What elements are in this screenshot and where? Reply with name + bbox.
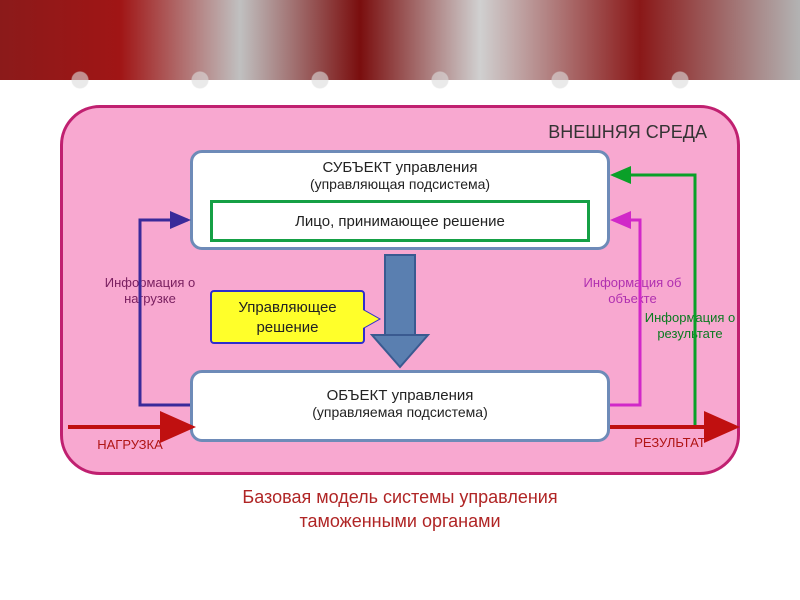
object-node: ОБЪЕКТ управления (управляемая подсистем… <box>190 370 610 442</box>
decision-maker-node: Лицо, принимающее решение <box>210 200 590 242</box>
object-info-label: Информация об объекте <box>575 275 690 306</box>
environment-label: ВНЕШНЯЯ СРЕДА <box>548 122 707 143</box>
object-subtitle: (управляемая подсистема) <box>193 404 607 420</box>
result-label: РЕЗУЛЬТАТ <box>620 435 720 451</box>
control-decision-callout: Управляющее решение <box>210 290 365 344</box>
load-label: НАГРУЗКА <box>85 437 175 453</box>
caption-line1: Базовая модель системы управления <box>242 487 557 507</box>
load-info-label: Информация о нагрузке <box>95 275 205 306</box>
subject-title: СУБЪЕКТ управления <box>193 153 607 176</box>
result-info-label: Информация о результате <box>635 310 745 341</box>
diagram: ВНЕШНЯЯ СРЕДА СУБЪЕКТ управления (управл… <box>60 105 740 515</box>
decorative-header <box>0 0 800 80</box>
caption-line2: таможенными органами <box>299 511 500 531</box>
callout-line2: решение <box>256 319 318 336</box>
subject-subtitle: (управляющая подсистема) <box>193 176 607 192</box>
callout-line1: Управляющее <box>238 299 336 316</box>
object-title: ОБЪЕКТ управления <box>193 373 607 404</box>
diagram-caption: Базовая модель системы управления таможе… <box>60 485 740 534</box>
